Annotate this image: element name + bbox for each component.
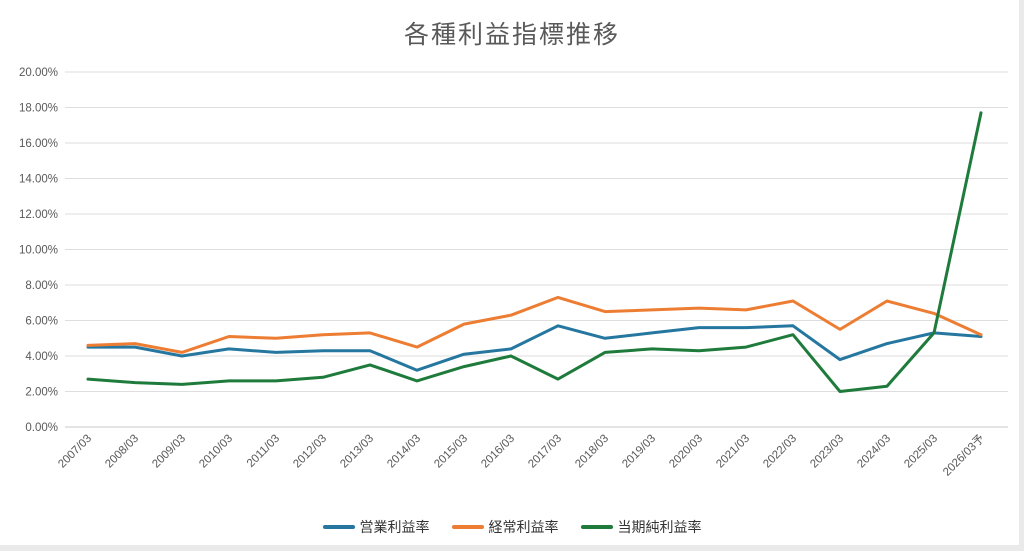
- legend: 営業利益率 経常利益率 当期純利益率: [0, 517, 1024, 537]
- y-tick-label: 16.00%: [19, 138, 58, 150]
- series-line-net-margin: [86, 111, 983, 393]
- x-tick-label: 2023/03: [808, 433, 846, 471]
- legend-swatch-ordinary-margin: [451, 525, 484, 529]
- x-tick-label: 2008/03: [103, 433, 141, 471]
- legend-swatch-operating-margin: [322, 525, 355, 529]
- x-tick-label: 2009/03: [150, 433, 188, 471]
- x-tick-label: 2013/03: [338, 433, 376, 471]
- page-right-edge: [1019, 0, 1024, 551]
- y-tick-label: 12.00%: [19, 209, 58, 221]
- x-tick-label: 2019/03: [620, 433, 658, 471]
- y-tick-label: 2.00%: [25, 387, 58, 399]
- legend-item-net-margin: 当期純利益率: [580, 517, 702, 537]
- x-tick-label: 2010/03: [197, 433, 235, 471]
- x-tick-label: 2007/03: [56, 433, 94, 471]
- legend-label-net-margin: 当期純利益率: [617, 519, 702, 535]
- y-tick-label: 14.00%: [19, 174, 58, 186]
- x-tick-label: 2011/03: [245, 433, 282, 470]
- x-tick-label: 2025/03: [902, 433, 940, 471]
- y-tick-label: 4.00%: [25, 351, 58, 363]
- y-tick-label: 18.00%: [19, 103, 58, 115]
- legend-label-operating-margin: 営業利益率: [359, 519, 430, 535]
- x-tick-label: 2014/03: [385, 433, 423, 471]
- y-tick-label: 10.00%: [19, 245, 58, 257]
- legend-swatch-net-margin: [580, 525, 613, 529]
- x-tick-label: 2021/03: [714, 433, 752, 471]
- x-tick-label: 2026/03予: [940, 432, 987, 479]
- legend-label-ordinary-margin: 経常利益率: [488, 519, 559, 535]
- x-tick-label: 2017/03: [526, 433, 564, 471]
- legend-item-ordinary-margin: 経常利益率: [451, 517, 559, 537]
- y-tick-label: 6.00%: [25, 316, 58, 328]
- x-tick-label: 2016/03: [479, 433, 517, 471]
- legend-item-operating-margin: 営業利益率: [322, 517, 430, 537]
- y-tick-label: 0.00%: [25, 422, 58, 434]
- y-tick-label: 20.00%: [19, 67, 58, 79]
- x-tick-label: 2018/03: [573, 433, 611, 471]
- y-tick-label: 8.00%: [25, 280, 58, 292]
- series-line-ordinary-margin: [86, 295, 983, 354]
- page-bottom-edge: [0, 545, 1024, 551]
- x-tick-label: 2024/03: [855, 433, 893, 471]
- x-tick-label: 2012/03: [291, 433, 329, 471]
- x-tick-label: 2022/03: [761, 433, 799, 471]
- x-tick-label: 2020/03: [667, 433, 705, 471]
- series-line-operating-margin: [86, 324, 983, 372]
- chart-title: 各種利益指標推移: [403, 21, 620, 49]
- x-tick-label: 2015/03: [432, 433, 470, 471]
